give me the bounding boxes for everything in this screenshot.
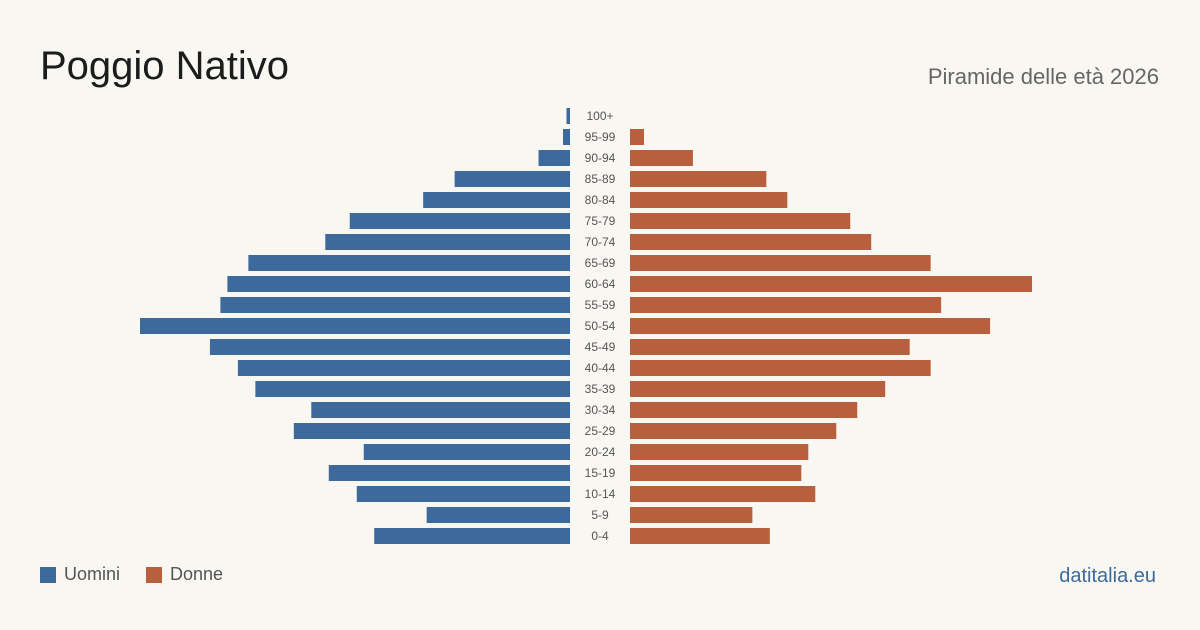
bar-men-95-99: [563, 129, 570, 145]
age-label-65-69: 65-69: [585, 256, 616, 270]
legend-swatch-women: [146, 566, 163, 583]
bar-men-20-24: [363, 444, 570, 460]
bar-men-40-44: [237, 360, 571, 376]
bar-women-85-89: [630, 171, 767, 187]
bar-women-15-19: [630, 465, 802, 481]
bar-men-75-79: [349, 213, 570, 229]
bar-men-90-94: [538, 150, 570, 166]
age-label-95-99: 95-99: [585, 130, 616, 144]
age-label-35-39: 35-39: [585, 382, 616, 396]
bar-women-0-4: [630, 528, 770, 544]
legend-label-men: Uomini: [64, 564, 121, 584]
bar-women-25-29: [630, 423, 837, 439]
bar-women-70-74: [630, 234, 872, 250]
men-bars-group: [140, 108, 571, 544]
age-label-70-74: 70-74: [585, 235, 616, 249]
bar-men-100plus: [566, 108, 570, 124]
bar-men-10-14: [356, 486, 570, 502]
age-label-85-89: 85-89: [585, 172, 616, 186]
bar-women-95-99: [630, 129, 644, 145]
legend-swatch-men: [40, 566, 56, 583]
bar-women-30-34: [630, 402, 858, 418]
women-bars-group: [630, 129, 1033, 544]
bar-men-50-54: [140, 318, 570, 334]
age-labels-group: 100+ 95-99 90-94 85-89 80-84 75-79 70-74 65-69 6…: [585, 109, 616, 543]
bar-women-10-14: [630, 486, 816, 502]
bar-men-55-59: [220, 297, 571, 313]
bar-women-35-39: [630, 381, 886, 397]
legend-label-women: Donne: [170, 564, 224, 584]
bar-women-75-79: [630, 213, 851, 229]
bar-women-65-69: [630, 255, 931, 271]
bar-women-40-44: [630, 360, 931, 376]
source-link[interactable]: datitalia.eu: [1059, 565, 1156, 587]
bar-men-80-84: [423, 192, 570, 208]
bar-men-60-64: [227, 276, 570, 292]
age-label-50-54: 50-54: [585, 319, 616, 333]
page-title: Poggio Nativo: [40, 44, 290, 88]
age-label-40-44: 40-44: [585, 361, 616, 375]
bar-women-55-59: [630, 297, 942, 313]
age-label-100plus: 100+: [586, 109, 613, 123]
age-label-75-79: 75-79: [585, 214, 616, 228]
bar-women-90-94: [630, 150, 693, 166]
legend-item-men: Uomini: [40, 564, 120, 585]
bar-men-5-9: [426, 507, 570, 523]
bar-men-15-19: [328, 465, 570, 481]
bar-women-80-84: [630, 192, 788, 208]
bar-women-45-49: [630, 339, 910, 355]
age-label-5-9: 5-9: [591, 508, 609, 522]
bar-men-30-34: [311, 402, 570, 418]
legend-item-women: Donne: [146, 564, 223, 585]
bar-men-0-4: [374, 528, 570, 544]
bar-women-20-24: [630, 444, 809, 460]
bar-men-65-69: [248, 255, 571, 271]
bar-women-60-64: [630, 276, 1033, 292]
age-label-80-84: 80-84: [585, 193, 616, 207]
bar-men-45-49: [209, 339, 570, 355]
chart-subtitle: Piramide delle età 2026: [927, 64, 1159, 89]
age-label-25-29: 25-29: [585, 424, 616, 438]
age-label-15-19: 15-19: [585, 466, 616, 480]
age-label-30-34: 30-34: [585, 403, 616, 417]
age-label-20-24: 20-24: [585, 445, 616, 459]
bar-women-50-54: [630, 318, 991, 334]
age-label-0-4: 0-4: [591, 529, 609, 543]
age-label-60-64: 60-64: [585, 277, 616, 291]
bar-men-70-74: [325, 234, 570, 250]
age-label-55-59: 55-59: [585, 298, 616, 312]
age-label-10-14: 10-14: [585, 487, 616, 501]
age-label-45-49: 45-49: [585, 340, 616, 354]
age-label-90-94: 90-94: [585, 151, 616, 165]
bar-men-85-89: [454, 171, 570, 187]
legend: Uomini Donne: [40, 564, 249, 585]
bar-men-25-29: [293, 423, 570, 439]
bar-women-5-9: [630, 507, 753, 523]
bar-men-35-39: [255, 381, 571, 397]
